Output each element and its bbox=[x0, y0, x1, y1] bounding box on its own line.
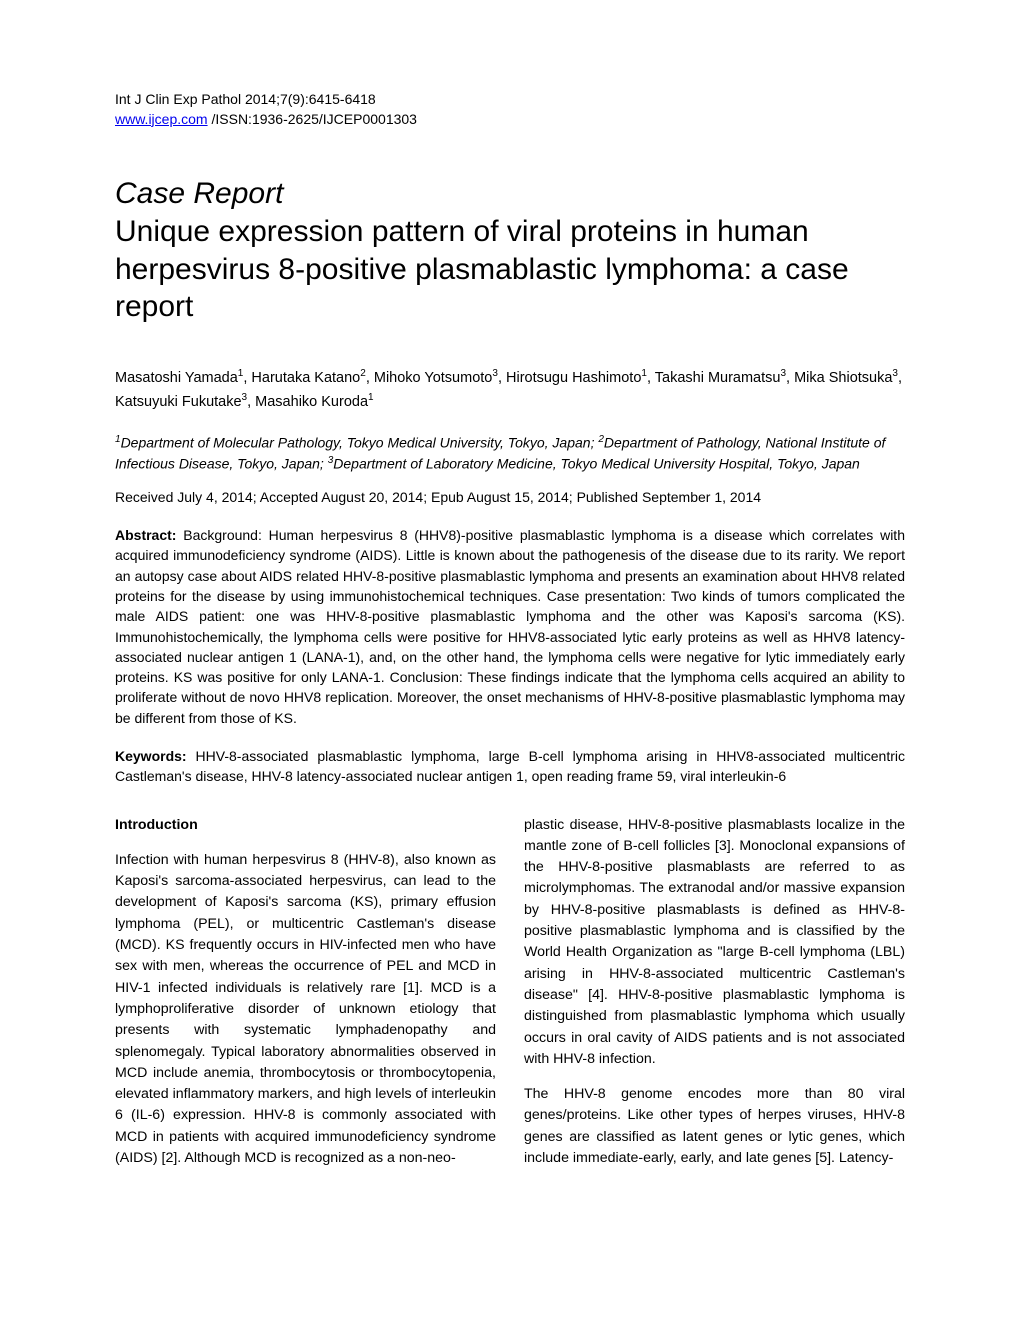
introduction-heading: Introduction bbox=[115, 815, 496, 836]
abstract-section: Abstract: Background: Human herpesvirus … bbox=[115, 525, 905, 728]
journal-citation: Int J Clin Exp Pathol 2014;7(9):6415-641… bbox=[115, 90, 905, 129]
abstract-body: Background: Human herpesvirus 8 (HHV8)-p… bbox=[115, 527, 905, 726]
keywords-body: HHV-8-associated plasmablastic lymphoma,… bbox=[115, 748, 905, 784]
page: Int J Clin Exp Pathol 2014;7(9):6415-641… bbox=[0, 0, 1020, 1243]
article-type: Case Report bbox=[115, 177, 905, 211]
citation-text: Int J Clin Exp Pathol 2014;7(9):6415-641… bbox=[115, 91, 376, 107]
authors-list: Masatoshi Yamada1, Harutaka Katano2, Mih… bbox=[115, 366, 905, 414]
issn-text: /ISSN:1936-2625/IJCEP0001303 bbox=[208, 111, 417, 127]
paragraph: Infection with human herpesvirus 8 (HHV-… bbox=[115, 850, 496, 1169]
body-columns: Introduction Infection with human herpes… bbox=[115, 815, 905, 1184]
left-column: Introduction Infection with human herpes… bbox=[115, 815, 496, 1184]
right-column: plastic disease, HHV-8-positive plasmabl… bbox=[524, 815, 905, 1184]
abstract-label: Abstract: bbox=[115, 527, 176, 543]
paragraph: The HHV-8 genome encodes more than 80 vi… bbox=[524, 1084, 905, 1169]
affiliations: 1Department of Molecular Pathology, Toky… bbox=[115, 432, 905, 475]
publication-dates: Received July 4, 2014; Accepted August 2… bbox=[115, 489, 905, 505]
journal-link[interactable]: www.ijcep.com bbox=[115, 111, 208, 127]
keywords-label: Keywords: bbox=[115, 748, 187, 764]
paragraph: plastic disease, HHV-8-positive plasmabl… bbox=[524, 815, 905, 1071]
paper-title: Unique expression pattern of viral prote… bbox=[115, 213, 905, 326]
keywords-section: Keywords: HHV-8-associated plasmablastic… bbox=[115, 746, 905, 787]
